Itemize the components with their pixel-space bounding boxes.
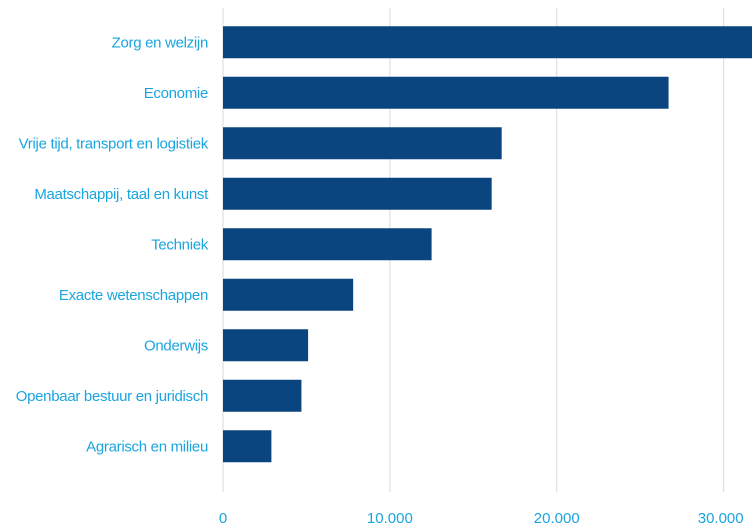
bar [223,379,302,412]
bar [223,430,272,463]
category-label: Economie [144,85,208,102]
bar [223,26,752,59]
bar [223,228,432,261]
bar [223,76,669,109]
category-label: Vrije tijd, transport en logistiek [19,135,209,152]
bar [223,127,502,160]
x-tick-label: 20.000 [534,510,580,527]
bar [223,278,354,311]
category-label: Exacte wetenschappen [59,287,208,304]
x-tick-label: 10.000 [367,510,413,527]
bars [223,26,752,463]
category-label: Onderwijs [144,337,208,354]
x-tick-label: 0 [219,510,227,527]
category-label: Openbaar bestuur en juridisch [16,388,208,405]
category-label: Techniek [151,236,209,253]
bar [223,177,492,210]
x-axis-tick-labels: 0 10.000 20.000 30.000 [219,510,744,527]
category-label: Agrarisch en milieu [86,438,208,455]
category-labels: Zorg en welzijn Economie Vrije tijd, trans… [16,34,210,455]
bar [223,329,309,362]
category-label: Maatschappij, taal en kunst [34,186,209,203]
x-tick-label: 30.000 [698,510,744,527]
category-label: Zorg en welzijn [112,34,208,51]
